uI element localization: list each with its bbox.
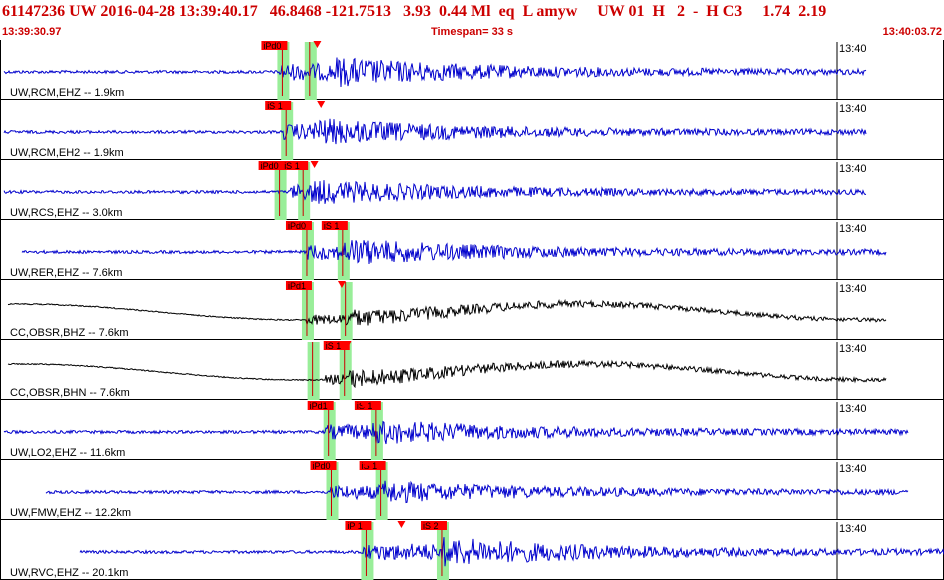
pick-label-bg bbox=[323, 341, 350, 350]
start-time: 13:39:30.97 bbox=[2, 26, 62, 38]
event-header: 61147236 UW 2016-04-28 13:39:40.17 46.84… bbox=[0, 0, 944, 40]
waveform-trace bbox=[21, 240, 887, 265]
time-tick-label: 13:40 bbox=[839, 163, 867, 175]
pick-label[interactable]: iS 1 bbox=[326, 341, 342, 351]
pick-label[interactable]: iPd1 bbox=[310, 401, 328, 411]
station-label: UW,LO2,EHZ -- 11.6km bbox=[10, 447, 125, 459]
pick-label[interactable]: iP 1 bbox=[347, 521, 362, 531]
pick-label[interactable]: iS 1 bbox=[267, 101, 283, 111]
pick-window bbox=[301, 222, 314, 280]
pick-label-bg bbox=[285, 221, 312, 230]
pick-label-bg bbox=[354, 401, 381, 410]
time-tick-label: 13:40 bbox=[839, 523, 867, 535]
pick-window bbox=[340, 282, 353, 340]
station-label: UW,RCM,EH2 -- 1.9km bbox=[10, 147, 124, 159]
pick-window bbox=[307, 342, 320, 400]
pick-label[interactable]: iS 1 bbox=[362, 461, 378, 471]
pick-label[interactable]: iPd0 bbox=[263, 41, 281, 51]
waveform-trace bbox=[3, 180, 867, 204]
pick-window bbox=[370, 402, 383, 460]
arrival-triangle-icon bbox=[337, 221, 346, 228]
pick-label-bg bbox=[321, 221, 348, 230]
arrival-triangle-icon bbox=[359, 401, 368, 408]
arrival-triangle-icon bbox=[362, 461, 371, 468]
pick-window bbox=[277, 42, 290, 100]
trace-panel[interactable]: 13:40 iPd0 iS 1 UW,RER,EHZ -- 7.6km bbox=[0, 220, 944, 280]
trace-panel[interactable]: 13:40 iP 1 iS 2 UW,RVC,EHZ -- 20.1km bbox=[0, 520, 944, 580]
time-tick-label: 13:40 bbox=[839, 403, 867, 415]
trace-panel[interactable]: 13:40 iPd0 iS 1 UW,FMW,EHZ -- 12.2km bbox=[0, 460, 944, 520]
trace-panel[interactable]: 13:40 iPd1 CC,OBSR,BHZ -- 7.6km bbox=[0, 280, 944, 340]
pick-label[interactable]: iPd1 bbox=[288, 281, 306, 291]
pick-label[interactable]: iPd0 bbox=[261, 161, 279, 171]
arrival-triangle-icon bbox=[337, 281, 346, 288]
waveform-trace bbox=[3, 118, 867, 145]
waveform-trace bbox=[7, 298, 887, 327]
pick-label-bg bbox=[307, 401, 334, 410]
pick-window bbox=[361, 522, 374, 580]
station-label: CC,OBSR,BHZ -- 7.6km bbox=[10, 327, 129, 339]
waveform-trace bbox=[45, 480, 909, 504]
timespan-label: Timespan= 33 s bbox=[430, 26, 514, 38]
pick-label-bg bbox=[345, 521, 372, 530]
pick-label[interactable]: iS 2 bbox=[423, 521, 439, 531]
pick-label[interactable]: iPd0 bbox=[288, 221, 306, 231]
pick-window bbox=[298, 162, 311, 220]
arrival-triangle-icon bbox=[397, 521, 406, 528]
pick-label[interactable]: iPd0 bbox=[313, 461, 331, 471]
event-title: 61147236 UW 2016-04-28 13:39:40.17 46.84… bbox=[2, 3, 827, 20]
pick-label-bg bbox=[258, 161, 285, 170]
time-axis-header: 13:39:30.97 Timespan= 33 s 13:40:03.72 bbox=[0, 26, 944, 39]
end-time: 13:40:03.72 bbox=[882, 26, 942, 38]
trace-panel[interactable]: 13:40 iPd0 iS 1 UW,RCS,EHZ -- 3.0km bbox=[0, 160, 944, 220]
pick-label[interactable]: iS 1 bbox=[324, 221, 340, 231]
pick-label[interactable]: iS 1 bbox=[284, 161, 300, 171]
arrival-triangle-icon bbox=[343, 341, 352, 348]
pick-window bbox=[375, 462, 388, 520]
time-tick-label: 13:40 bbox=[839, 103, 867, 115]
waveform-trace bbox=[3, 57, 867, 88]
pick-label-bg bbox=[282, 161, 309, 170]
pick-window bbox=[339, 342, 352, 400]
trace-panel[interactable]: 13:40 iS 1 UW,RCM,EH2 -- 1.9km bbox=[0, 100, 944, 160]
time-tick-label: 13:40 bbox=[839, 463, 867, 475]
station-label: UW,RER,EHZ -- 7.6km bbox=[10, 267, 122, 279]
pick-label-bg bbox=[261, 41, 288, 50]
pick-label-bg bbox=[265, 101, 292, 110]
time-tick-label: 13:40 bbox=[839, 223, 867, 235]
trace-panel[interactable]: 13:40 iPd0 UW,RCM,EHZ -- 1.9km bbox=[0, 40, 944, 100]
waveform-trace bbox=[7, 359, 887, 389]
station-label: UW,RCS,EHZ -- 3.0km bbox=[10, 207, 122, 219]
pick-window bbox=[301, 282, 314, 340]
seismogram-panels[interactable]: 13:40 iPd0 UW,RCM,EHZ -- 1.9km 13:40 iS 1 UW,… bbox=[0, 40, 944, 580]
pick-label-bg bbox=[420, 521, 447, 530]
time-tick-label: 13:40 bbox=[839, 43, 867, 55]
station-label: CC,OBSR,BHN -- 7.6km bbox=[10, 387, 130, 399]
pick-label-bg bbox=[310, 461, 337, 470]
waveform-trace bbox=[3, 420, 909, 445]
time-tick-label: 13:40 bbox=[839, 343, 867, 355]
station-label: UW,FMW,EHZ -- 12.2km bbox=[10, 507, 131, 519]
pick-label-bg bbox=[285, 281, 312, 290]
trace-panel[interactable]: 13:40 iS 1 CC,OBSR,BHN -- 7.6km bbox=[0, 340, 944, 400]
waveform-trace bbox=[79, 537, 944, 567]
station-label: UW,RCM,EHZ -- 1.9km bbox=[10, 87, 124, 99]
arrival-triangle-icon bbox=[310, 161, 319, 168]
arrival-triangle-icon bbox=[317, 101, 326, 108]
pick-label-bg bbox=[359, 461, 386, 470]
time-tick-label: 13:40 bbox=[839, 283, 867, 295]
station-label: UW,RVC,EHZ -- 20.1km bbox=[10, 567, 128, 579]
arrival-triangle-icon bbox=[313, 41, 322, 48]
